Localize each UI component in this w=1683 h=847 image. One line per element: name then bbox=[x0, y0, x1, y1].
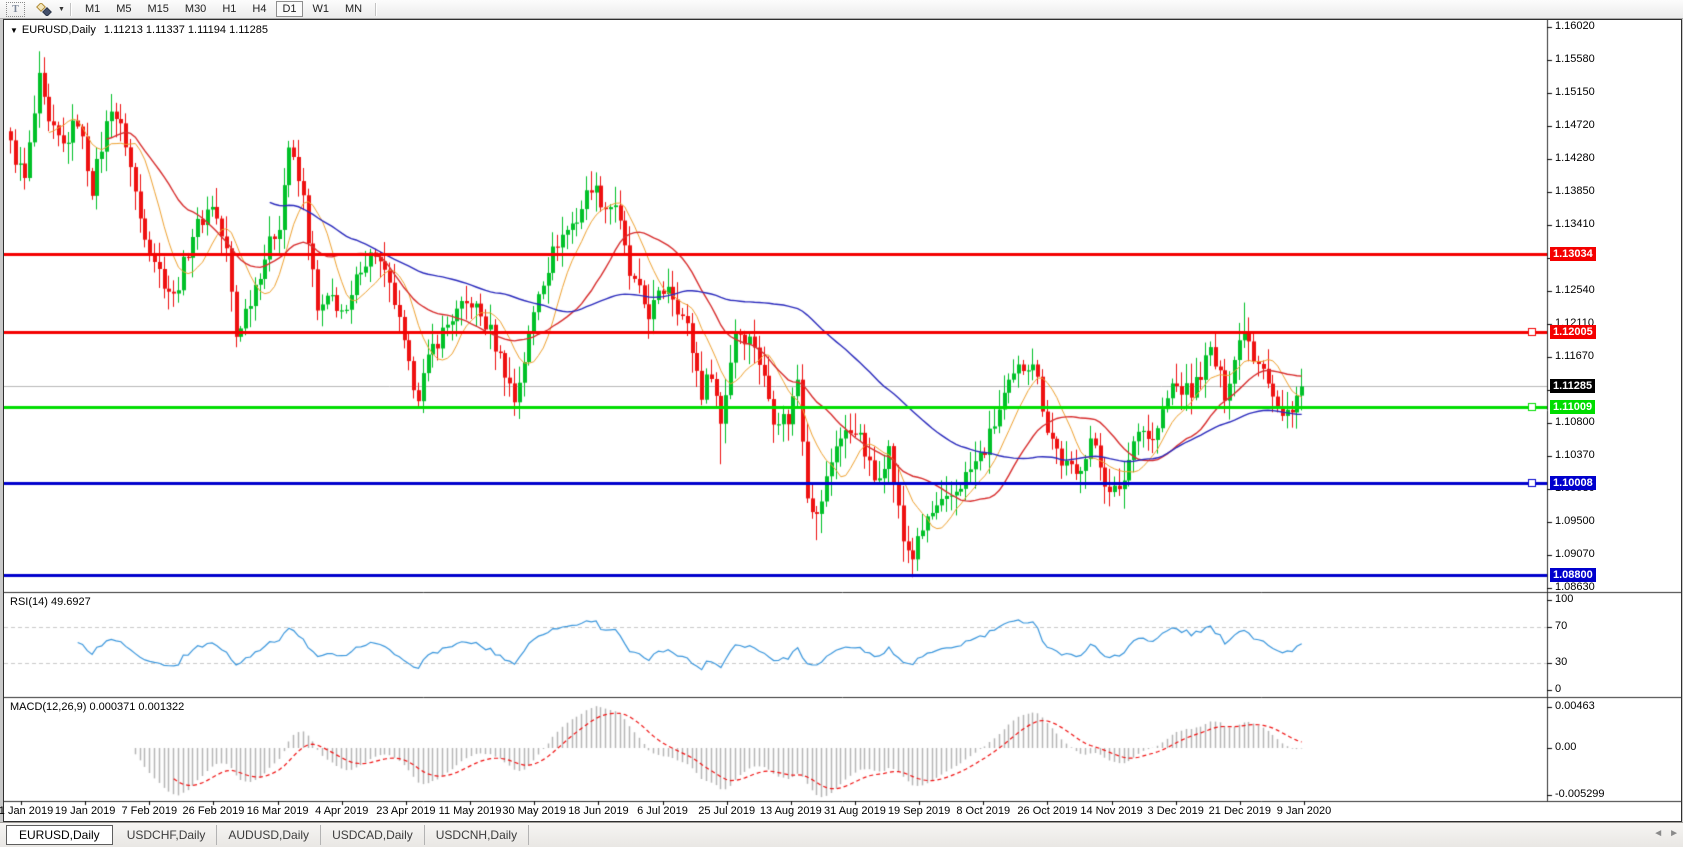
chart-tabs: EURUSD,Daily USDCHF,Daily AUDUSD,Daily USDC… bbox=[0, 825, 530, 845]
toolbar: T ▼ M1 M5 M15 M30 H1 H4 D1 W1 MN bbox=[0, 0, 1683, 19]
price-axis-tick: 1.13850 bbox=[1555, 184, 1595, 197]
price-axis-tick: 1.10370 bbox=[1555, 448, 1595, 461]
timeframe-h1[interactable]: H1 bbox=[222, 3, 237, 15]
price-axis-tick: 1.09500 bbox=[1555, 514, 1595, 527]
text-tool-button[interactable]: T bbox=[6, 1, 25, 17]
rsi-panel-title: RSI(14) 49.6927 bbox=[10, 596, 91, 608]
date-label: 30 May 2019 bbox=[502, 805, 566, 817]
price-axis-tick: 1.14720 bbox=[1555, 118, 1595, 131]
macd-panel-title: MACD(12,26,9) 0.000371 0.001322 bbox=[10, 701, 185, 713]
date-label: 9 Jan 2020 bbox=[1276, 805, 1332, 817]
hline-price-label[interactable]: 1.10008 bbox=[1550, 476, 1596, 491]
date-label: 4 Apr 2019 bbox=[315, 805, 369, 817]
tab-scroll-left-button[interactable]: ◄ bbox=[1653, 828, 1664, 839]
tab-usdcad-daily[interactable]: USDCAD,Daily bbox=[321, 825, 425, 845]
price-axis-tick: 1.13410 bbox=[1555, 218, 1595, 231]
timeframe-h4[interactable]: H4 bbox=[252, 3, 267, 15]
price-axis-tick: 1.15150 bbox=[1555, 86, 1595, 99]
tab-usdcnh-daily[interactable]: USDCNH,Daily bbox=[425, 825, 530, 845]
tab-eurusd-daily[interactable]: EURUSD,Daily bbox=[6, 825, 113, 845]
rsi-axis-tick: 70 bbox=[1555, 620, 1568, 632]
date-label: 7 Feb 2019 bbox=[121, 805, 178, 817]
symbol-period-label: EURUSD,Daily bbox=[21, 24, 96, 36]
chart-tab-bar: EURUSD,Daily USDCHF,Daily AUDUSD,Daily USDC… bbox=[0, 822, 1683, 847]
date-label: 26 Feb 2019 bbox=[182, 805, 245, 817]
tab-scroll-right-button[interactable]: ► bbox=[1669, 828, 1679, 839]
hline-price-label[interactable]: 1.08800 bbox=[1550, 568, 1596, 583]
price-axis-tick: 1.12540 bbox=[1555, 284, 1595, 297]
date-label: 13 Aug 2019 bbox=[759, 805, 822, 817]
rsi-axis-tick: 0 bbox=[1555, 683, 1562, 695]
arrows-icon bbox=[36, 2, 52, 16]
timeframe-mn[interactable]: MN bbox=[345, 3, 363, 15]
chart-window: ▼ EURUSD,Daily 1.11213 1.11337 1.11194 1.1… bbox=[0, 19, 1682, 822]
rsi-axis-tick: 100 bbox=[1555, 593, 1574, 605]
chart-title: ▼ EURUSD,Daily 1.11213 1.11337 1.11194 1.1… bbox=[10, 24, 268, 36]
price-axis-tick: 1.14280 bbox=[1555, 152, 1595, 165]
tab-audusd-daily[interactable]: AUDUSD,Daily bbox=[217, 825, 322, 845]
tab-scroll-buttons: ◄ ► bbox=[1653, 828, 1679, 839]
price-axis-tick: 1.09070 bbox=[1555, 547, 1595, 560]
current-price-label: 1.11285 bbox=[1550, 379, 1596, 394]
ohlc-quotes: 1.11213 1.11337 1.11194 1.11285 bbox=[103, 24, 269, 36]
price-axis-tick: 1.16020 bbox=[1555, 20, 1595, 32]
date-label: 23 Apr 2019 bbox=[376, 805, 436, 817]
tab-usdchf-daily[interactable]: USDCHF,Daily bbox=[116, 825, 218, 845]
toolbar-separator bbox=[375, 2, 378, 16]
arrows-tool-button[interactable]: ▼ bbox=[35, 2, 65, 16]
date-label: 1 Jan 2019 bbox=[0, 805, 54, 817]
timeframe-buttons: M1 M5 M15 M30 H1 H4 D1 W1 MN bbox=[77, 1, 370, 17]
toolbar-separator bbox=[69, 2, 72, 16]
date-label: 14 Nov 2019 bbox=[1080, 805, 1143, 817]
timeframe-w1[interactable]: W1 bbox=[312, 3, 330, 15]
macd-axis-tick: 0.00463 bbox=[1555, 700, 1595, 712]
rsi-axis-tick: 30 bbox=[1555, 656, 1568, 668]
chevron-down-icon[interactable]: ▼ bbox=[58, 5, 65, 13]
hline-price-label[interactable]: 1.12005 bbox=[1550, 324, 1596, 339]
timeframe-m1[interactable]: M1 bbox=[84, 3, 101, 15]
timeframe-d1[interactable]: D1 bbox=[276, 1, 303, 17]
timeframe-m5[interactable]: M5 bbox=[116, 3, 132, 15]
chart-dropdown-icon: ▼ bbox=[10, 26, 18, 35]
price-chart-canvas[interactable] bbox=[4, 20, 1681, 821]
date-label: 31 Aug 2019 bbox=[824, 805, 886, 817]
price-axis-tick: 1.11670 bbox=[1555, 350, 1594, 363]
hline-price-label[interactable]: 1.11009 bbox=[1550, 400, 1596, 415]
price-axis-tick: 1.10800 bbox=[1555, 416, 1595, 429]
timeframe-m30[interactable]: M30 bbox=[184, 3, 207, 15]
date-label: 25 Jul 2019 bbox=[698, 805, 756, 817]
macd-axis-tick: 0.00 bbox=[1555, 741, 1577, 753]
hline-price-label[interactable]: 1.13034 bbox=[1550, 246, 1596, 261]
date-label: 19 Sep 2019 bbox=[887, 805, 951, 817]
price-axis-tick: 1.15580 bbox=[1555, 53, 1595, 66]
date-label: 11 May 2019 bbox=[438, 805, 502, 817]
date-label: 6 Jul 2019 bbox=[637, 805, 688, 817]
price-axis-tick: 1.08630 bbox=[1555, 581, 1595, 593]
macd-axis-tick: -0.005299 bbox=[1555, 787, 1605, 800]
date-label: 19 Jan 2019 bbox=[54, 805, 116, 817]
date-label: 8 Oct 2019 bbox=[956, 805, 1011, 817]
timeframe-m15[interactable]: M15 bbox=[147, 3, 169, 15]
date-label: 3 Dec 2019 bbox=[1147, 805, 1204, 817]
date-label: 18 Jun 2019 bbox=[568, 805, 629, 817]
date-label: 16 Mar 2019 bbox=[246, 805, 309, 817]
date-label: 26 Oct 2019 bbox=[1017, 805, 1078, 817]
date-label: 21 Dec 2019 bbox=[1208, 805, 1272, 817]
